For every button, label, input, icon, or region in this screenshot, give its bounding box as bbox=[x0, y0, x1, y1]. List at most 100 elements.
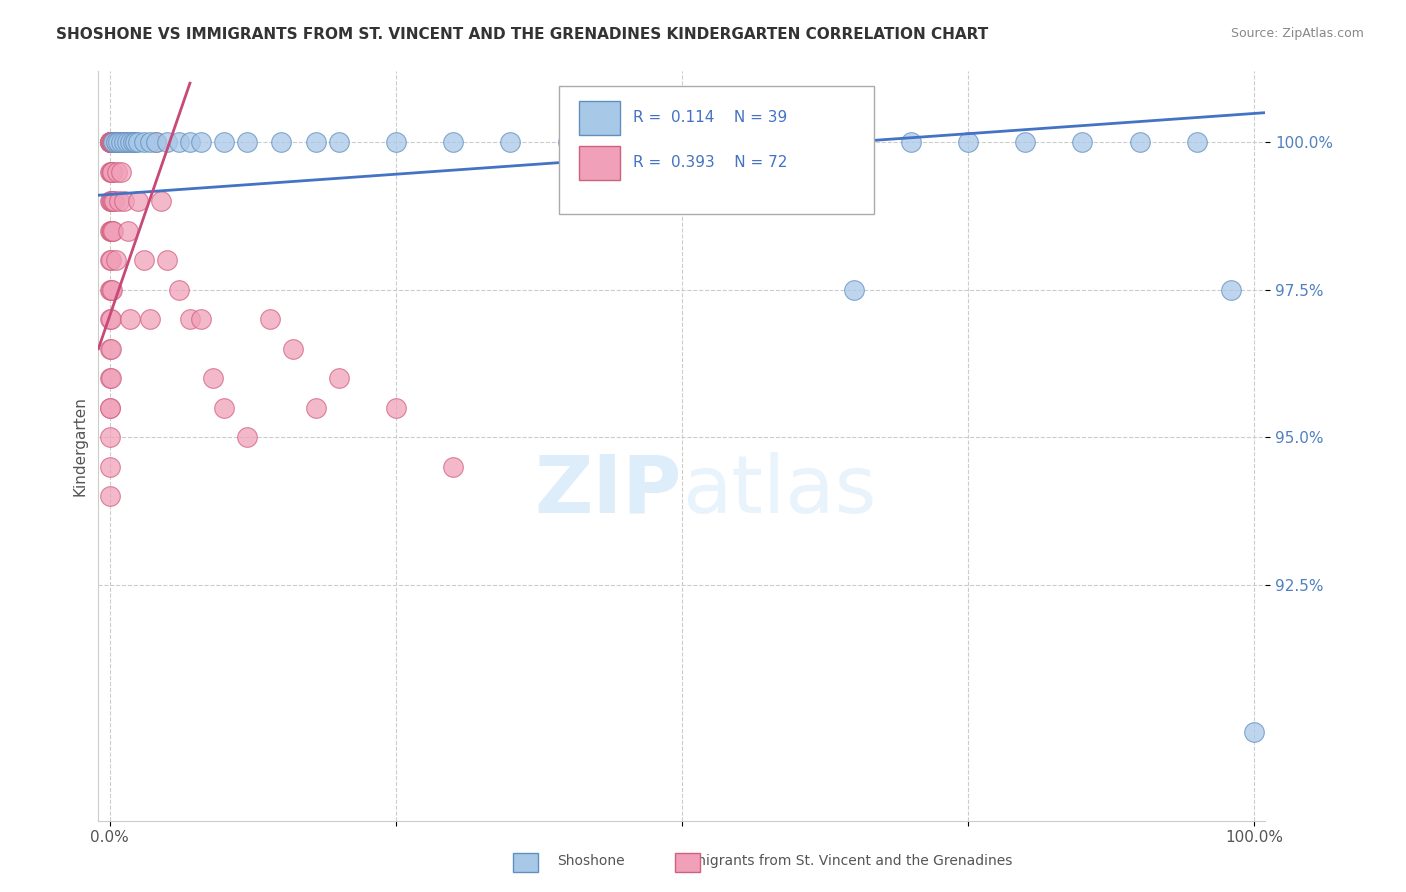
Point bbox=[100, 430, 122, 444]
Point bbox=[385, 401, 408, 415]
Point bbox=[385, 135, 408, 149]
Point bbox=[100, 135, 122, 149]
Point bbox=[100, 135, 122, 149]
Point bbox=[100, 135, 122, 149]
Point bbox=[281, 342, 304, 356]
Point bbox=[100, 342, 122, 356]
Text: Shoshone: Shoshone bbox=[557, 855, 624, 868]
Point bbox=[785, 135, 807, 149]
Point bbox=[100, 135, 122, 149]
Point bbox=[100, 253, 122, 268]
Point bbox=[441, 459, 464, 474]
Point bbox=[100, 224, 122, 238]
Point bbox=[100, 164, 122, 178]
Point bbox=[112, 135, 135, 149]
Point bbox=[120, 135, 142, 149]
Point bbox=[499, 135, 522, 149]
Text: ZIP: ZIP bbox=[534, 452, 682, 530]
Point bbox=[1243, 725, 1265, 739]
Point bbox=[259, 312, 281, 326]
Point bbox=[103, 135, 125, 149]
Point bbox=[100, 224, 122, 238]
Point bbox=[100, 312, 122, 326]
Point bbox=[101, 135, 124, 149]
Point bbox=[100, 135, 122, 149]
Point bbox=[139, 135, 162, 149]
Point bbox=[214, 135, 236, 149]
Point bbox=[100, 342, 122, 356]
Point bbox=[179, 312, 201, 326]
Point bbox=[100, 194, 122, 209]
Point bbox=[613, 135, 636, 149]
Y-axis label: Kindergarten: Kindergarten bbox=[72, 396, 87, 496]
Point bbox=[100, 401, 122, 415]
Point bbox=[115, 135, 138, 149]
Point bbox=[328, 371, 350, 385]
Bar bbox=[579, 102, 620, 135]
Text: atlas: atlas bbox=[682, 452, 876, 530]
Point bbox=[105, 164, 128, 178]
Point bbox=[104, 135, 127, 149]
Point bbox=[100, 135, 122, 149]
Point bbox=[121, 135, 143, 149]
Point bbox=[100, 371, 122, 385]
Point bbox=[100, 135, 122, 149]
Point bbox=[101, 224, 124, 238]
Point bbox=[1185, 135, 1208, 149]
Point bbox=[671, 135, 693, 149]
Point bbox=[134, 253, 156, 268]
Point bbox=[305, 401, 328, 415]
Point bbox=[100, 283, 122, 297]
Point bbox=[103, 135, 125, 149]
Text: SHOSHONE VS IMMIGRANTS FROM ST. VINCENT AND THE GRENADINES KINDERGARTEN CORRELAT: SHOSHONE VS IMMIGRANTS FROM ST. VINCENT … bbox=[56, 27, 988, 42]
Text: R =  0.393    N = 72: R = 0.393 N = 72 bbox=[633, 155, 787, 170]
Point bbox=[100, 371, 122, 385]
Point bbox=[441, 135, 464, 149]
Text: R =  0.114    N = 39: R = 0.114 N = 39 bbox=[633, 111, 787, 125]
Text: Immigrants from St. Vincent and the Grenadines: Immigrants from St. Vincent and the Gren… bbox=[675, 855, 1012, 868]
Point bbox=[1071, 135, 1094, 149]
Point bbox=[214, 401, 236, 415]
Point bbox=[145, 135, 167, 149]
Point bbox=[108, 194, 131, 209]
Point bbox=[328, 135, 350, 149]
Point bbox=[270, 135, 292, 149]
Point bbox=[179, 135, 201, 149]
Point bbox=[107, 135, 129, 149]
Point bbox=[100, 312, 122, 326]
Point bbox=[115, 135, 138, 149]
Point bbox=[101, 164, 124, 178]
Point bbox=[236, 430, 259, 444]
Point bbox=[100, 283, 122, 297]
Point bbox=[103, 135, 125, 149]
Point bbox=[900, 135, 922, 149]
Point bbox=[557, 135, 579, 149]
Point bbox=[100, 401, 122, 415]
Point bbox=[150, 194, 173, 209]
Point bbox=[100, 489, 122, 503]
Point bbox=[134, 135, 156, 149]
Point bbox=[1220, 283, 1243, 297]
Text: Source: ZipAtlas.com: Source: ZipAtlas.com bbox=[1230, 27, 1364, 40]
Point bbox=[107, 135, 129, 149]
Point bbox=[100, 459, 122, 474]
Point bbox=[305, 135, 328, 149]
Point bbox=[139, 312, 162, 326]
Point bbox=[100, 135, 122, 149]
Point bbox=[103, 224, 125, 238]
Point bbox=[1128, 135, 1150, 149]
Point bbox=[728, 135, 751, 149]
Point bbox=[110, 164, 132, 178]
Point bbox=[100, 164, 122, 178]
Point bbox=[190, 312, 212, 326]
Point bbox=[956, 135, 979, 149]
Point bbox=[108, 135, 131, 149]
Point bbox=[100, 253, 122, 268]
Point bbox=[145, 135, 167, 149]
Point bbox=[110, 135, 132, 149]
Point bbox=[101, 135, 124, 149]
FancyBboxPatch shape bbox=[560, 87, 875, 214]
Point bbox=[100, 194, 122, 209]
Point bbox=[101, 283, 124, 297]
Bar bbox=[579, 146, 620, 180]
